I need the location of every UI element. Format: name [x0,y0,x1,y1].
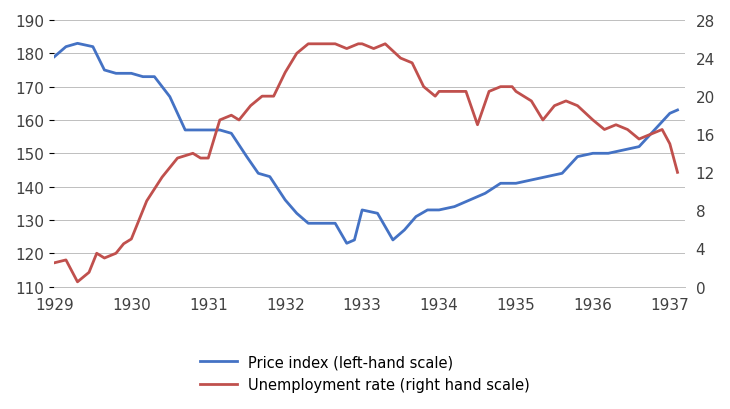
Legend: Price index (left-hand scale), Unemployment rate (right hand scale): Price index (left-hand scale), Unemploym… [194,349,536,398]
